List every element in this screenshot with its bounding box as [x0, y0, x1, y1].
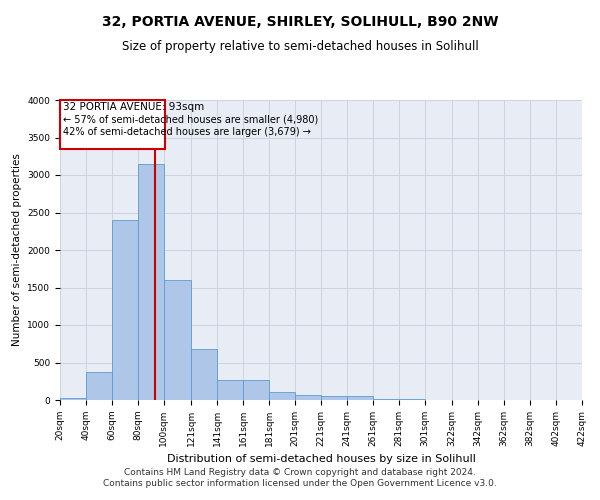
- Text: 32, PORTIA AVENUE, SHIRLEY, SOLIHULL, B90 2NW: 32, PORTIA AVENUE, SHIRLEY, SOLIHULL, B9…: [102, 15, 498, 29]
- Bar: [243, 380, 269, 400]
- Bar: [112, 220, 138, 400]
- Bar: [347, 396, 373, 400]
- Bar: [60, 100, 165, 149]
- Bar: [295, 395, 321, 400]
- Bar: [373, 398, 399, 400]
- Text: Size of property relative to semi-detached houses in Solihull: Size of property relative to semi-detach…: [122, 40, 478, 53]
- Bar: [321, 396, 347, 400]
- Bar: [164, 280, 191, 400]
- Bar: [191, 349, 217, 400]
- Text: 42% of semi-detached houses are larger (3,679) →: 42% of semi-detached houses are larger (…: [62, 127, 310, 137]
- Text: 32 PORTIA AVENUE: 93sqm: 32 PORTIA AVENUE: 93sqm: [62, 102, 204, 112]
- Text: ← 57% of semi-detached houses are smaller (4,980): ← 57% of semi-detached houses are smalle…: [62, 115, 318, 125]
- Bar: [269, 392, 295, 400]
- Text: Contains HM Land Registry data © Crown copyright and database right 2024.
Contai: Contains HM Land Registry data © Crown c…: [103, 468, 497, 487]
- X-axis label: Distribution of semi-detached houses by size in Solihull: Distribution of semi-detached houses by …: [167, 454, 475, 464]
- Bar: [138, 164, 164, 400]
- Bar: [399, 399, 425, 400]
- Bar: [86, 372, 112, 400]
- Y-axis label: Number of semi-detached properties: Number of semi-detached properties: [12, 154, 22, 346]
- Bar: [217, 380, 243, 400]
- Bar: [60, 398, 86, 400]
